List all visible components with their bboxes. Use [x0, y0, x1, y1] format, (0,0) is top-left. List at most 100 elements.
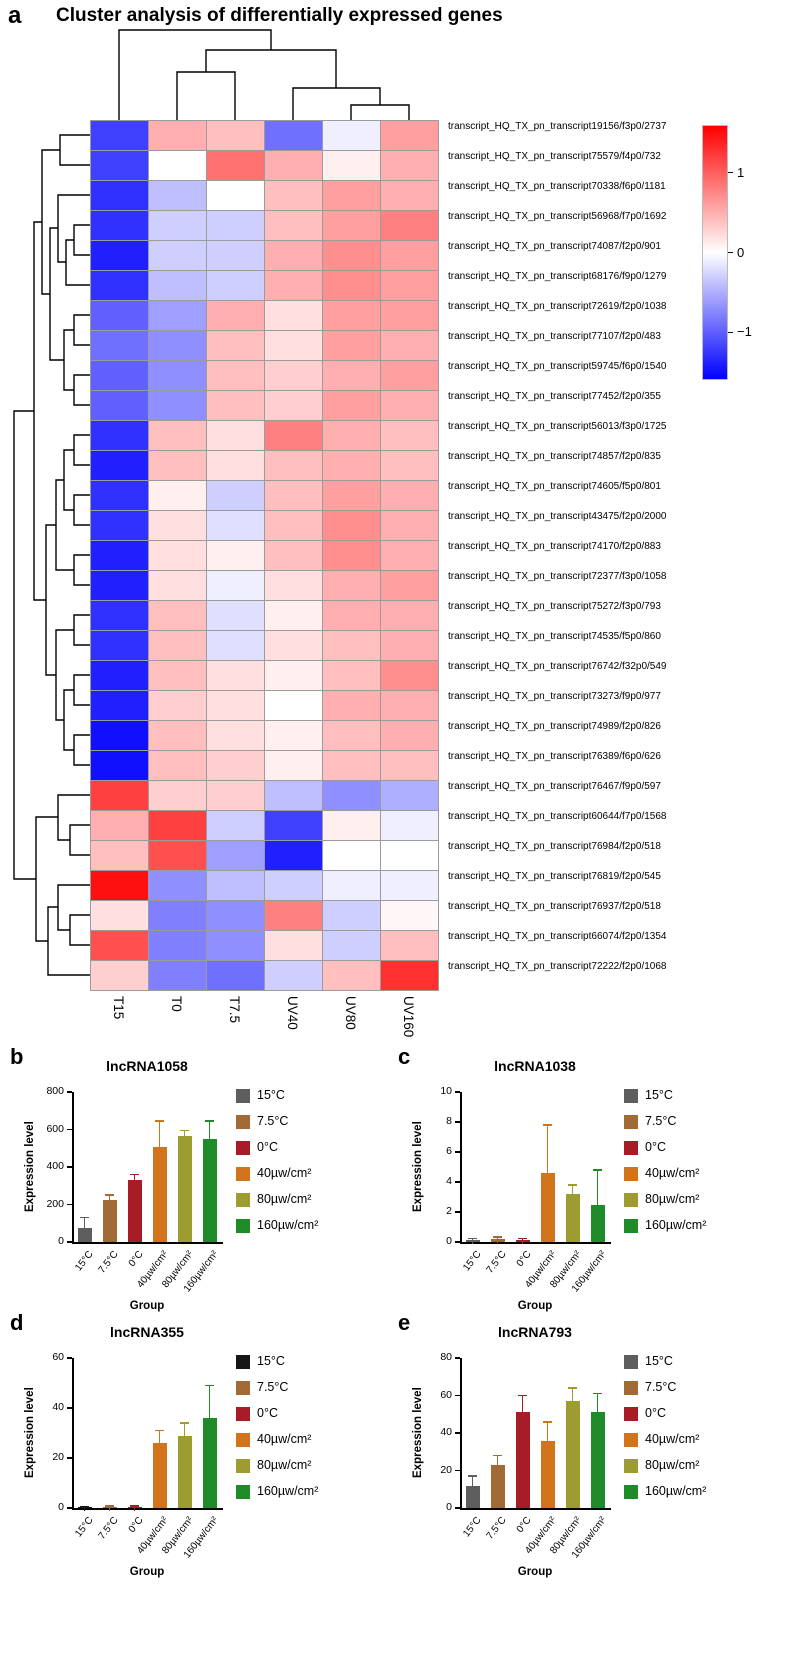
heatmap-cell	[91, 181, 148, 210]
error-bar	[208, 1121, 211, 1143]
error-bar-cap	[468, 1475, 477, 1477]
heatmap-row-label: transcript_HQ_TX_pn_transcript72222/f2p0…	[448, 961, 667, 972]
x-axis	[460, 1242, 611, 1244]
y-tick	[455, 1091, 460, 1093]
legend-swatch	[236, 1485, 250, 1499]
error-bar	[183, 1130, 186, 1141]
heatmap-cell	[91, 901, 148, 930]
legend-label: 80µw/cm²	[645, 1192, 700, 1206]
chart-title: lncRNA1058	[106, 1058, 188, 1074]
panel-letter: b	[10, 1044, 24, 1069]
heatmap-cell	[149, 421, 206, 450]
heatmap-row-label: transcript_HQ_TX_pn_transcript74857/f2p0…	[448, 451, 661, 462]
legend-label: 80µw/cm²	[645, 1458, 700, 1472]
legend-swatch	[236, 1115, 250, 1129]
legend-entry: 160µw/cm²	[624, 1218, 774, 1234]
heatmap-cell	[91, 721, 148, 750]
y-tick	[455, 1121, 460, 1123]
legend-swatch	[236, 1355, 250, 1369]
colorbar-tick	[728, 252, 733, 253]
heatmap-cell	[265, 811, 322, 840]
error-bar-cap	[493, 1236, 502, 1238]
x-axis-title: Group	[129, 1566, 165, 1578]
error-bar-cap	[593, 1169, 602, 1171]
y-axis-title: Expression level	[412, 1387, 424, 1479]
legend-swatch	[624, 1193, 638, 1207]
error-bar	[183, 1423, 186, 1440]
heatmap-cell	[91, 451, 148, 480]
heatmap-row-label: transcript_HQ_TX_pn_transcript74170/f2p0…	[448, 541, 661, 552]
y-tick-label: 2	[446, 1205, 452, 1217]
bar	[465, 1485, 480, 1508]
heatmap-cell	[323, 151, 380, 180]
chart-title: lncRNA793	[498, 1324, 572, 1340]
y-tick-label: 60	[52, 1351, 64, 1363]
legend-label: 160µw/cm²	[645, 1484, 707, 1498]
bar	[102, 1199, 117, 1242]
legend-swatch	[236, 1459, 250, 1473]
legend-label: 40µw/cm²	[645, 1166, 700, 1180]
legend-label: 0°C	[257, 1140, 278, 1154]
heatmap-cell	[323, 331, 380, 360]
error-bar-cap	[518, 1237, 527, 1240]
y-axis-title: Expression level	[412, 1121, 424, 1213]
legend-entry: 80µw/cm²	[236, 1458, 386, 1474]
error-bar-cap	[468, 1237, 477, 1239]
heatmap-cell	[323, 661, 380, 690]
heatmap-cell	[91, 661, 148, 690]
chart-title: lncRNA355	[110, 1324, 184, 1340]
heatmap-cell	[91, 271, 148, 300]
y-tick-label: 20	[440, 1463, 452, 1476]
heatmap-col-label: T15	[111, 996, 126, 1020]
error-bar	[546, 1125, 549, 1177]
heatmap-grid	[90, 120, 439, 991]
panel-a-letter: a	[8, 2, 22, 29]
heatmap-cell	[207, 541, 264, 570]
legend-label: 160µw/cm²	[257, 1218, 319, 1232]
y-tick	[455, 1241, 460, 1243]
heatmap-cell	[149, 781, 206, 810]
legend-entry: 40µw/cm²	[236, 1432, 386, 1448]
heatmap-cell	[149, 601, 206, 630]
heatmap-cell	[323, 511, 380, 540]
heatmap-cell	[149, 631, 206, 660]
heatmap-cell	[149, 811, 206, 840]
legend-label: 0°C	[257, 1406, 278, 1420]
heatmap-cell	[207, 301, 264, 330]
y-tick	[67, 1357, 72, 1359]
heatmap-cell	[265, 541, 322, 570]
heatmap-cell	[323, 271, 380, 300]
error-bar	[596, 1170, 599, 1209]
legend-label: 160µw/cm²	[645, 1218, 707, 1232]
heatmap-row-label: transcript_HQ_TX_pn_transcript60644/f7p0…	[448, 811, 667, 822]
legend-label: 15°C	[257, 1088, 285, 1102]
heatmap-cell	[381, 781, 438, 810]
legend-entry: 40µw/cm²	[236, 1166, 386, 1182]
heatmap-cell	[323, 481, 380, 510]
error-bar	[108, 1505, 111, 1511]
heatmap-row-label: transcript_HQ_TX_pn_transcript74087/f2p0…	[448, 241, 661, 252]
heatmap-cell	[381, 931, 438, 960]
y-tick	[67, 1407, 72, 1409]
heatmap-cell	[323, 211, 380, 240]
heatmap-cell	[381, 271, 438, 300]
bar	[202, 1138, 217, 1242]
heatmap-cell	[381, 241, 438, 270]
heatmap-cell	[265, 931, 322, 960]
heatmap-cell	[265, 331, 322, 360]
heatmap-col-label: T0	[169, 996, 184, 1012]
bar	[152, 1147, 167, 1242]
heatmap-cell	[323, 871, 380, 900]
heatmap-cell	[91, 541, 148, 570]
heatmap-cell	[149, 511, 206, 540]
bar	[202, 1418, 217, 1508]
heatmap-cell	[91, 601, 148, 630]
error-bar	[546, 1421, 549, 1445]
heatmap-cell	[91, 211, 148, 240]
heatmap-cell	[265, 721, 322, 750]
heatmap-row-label: transcript_HQ_TX_pn_transcript76819/f2p0…	[448, 871, 661, 882]
y-tick-label: 400	[46, 1160, 64, 1172]
heatmap-cell	[207, 361, 264, 390]
heatmap-cell	[91, 931, 148, 960]
legend-entry: 160µw/cm²	[236, 1218, 386, 1234]
